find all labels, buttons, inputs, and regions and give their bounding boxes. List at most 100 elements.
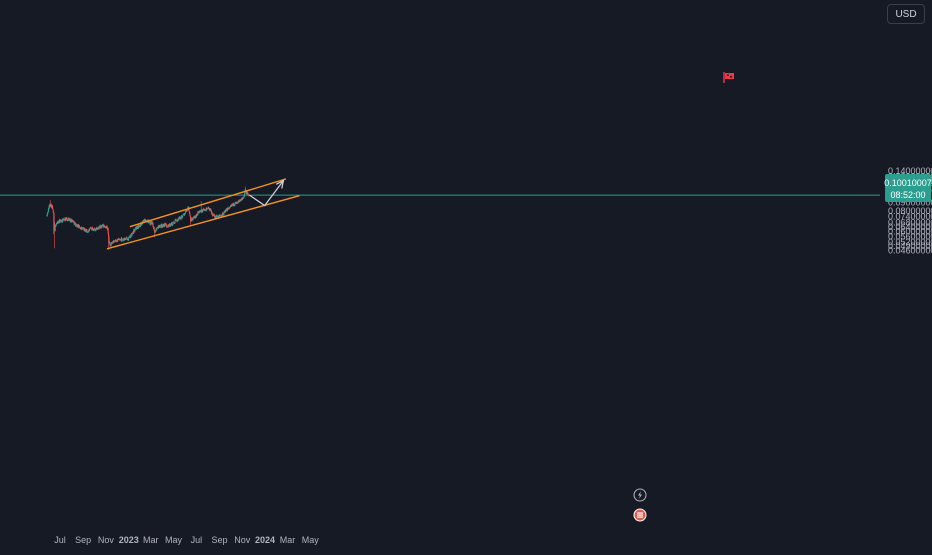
channel-upper-line[interactable]	[129, 178, 287, 228]
candle	[49, 200, 51, 207]
price-tick-label: 0.04600000	[888, 246, 932, 256]
time-tick-label: Sep	[75, 535, 91, 545]
candle	[84, 229, 86, 233]
candle	[57, 221, 60, 223]
candle	[202, 209, 204, 212]
candle	[197, 210, 199, 216]
candle	[82, 226, 85, 229]
candle	[164, 222, 166, 225]
candle	[188, 210, 190, 213]
time-tick-label: 2024	[255, 535, 275, 545]
candle	[48, 204, 50, 209]
projection-path[interactable]	[249, 180, 284, 207]
candle	[248, 195, 250, 196]
candle	[200, 201, 202, 212]
candle	[189, 211, 191, 214]
candle	[57, 220, 59, 225]
time-tick-label: May	[165, 535, 183, 545]
time-tick-label: Sep	[211, 535, 227, 545]
price-tick-label: 0.05600000	[888, 232, 932, 242]
candle	[237, 199, 240, 203]
candle	[227, 206, 229, 210]
time-tick-label: Nov	[98, 535, 115, 545]
time-tick-label: Mar	[143, 535, 159, 545]
price-tick-label: 0.14000000	[888, 166, 932, 176]
candle	[53, 212, 55, 224]
price-tick-label: 0.05200000	[888, 237, 932, 247]
price-tick-label: 0.08000000	[888, 206, 932, 216]
time-tick-label: Mar	[280, 535, 296, 545]
candle	[51, 204, 53, 209]
candle	[213, 214, 215, 216]
candle	[155, 231, 157, 233]
projection-arrowhead	[275, 179, 285, 189]
candle	[93, 227, 95, 232]
last-price-countdown: 08:52:00	[890, 190, 925, 200]
candle	[52, 208, 54, 210]
candle	[112, 240, 114, 244]
candle	[175, 219, 178, 222]
last-price-value: 0.10010007	[884, 178, 932, 188]
price-tick-label: 0.07400000	[888, 212, 932, 222]
flash-icon[interactable]	[633, 488, 647, 502]
last-price-label: 0.10010007 08:52:00	[884, 174, 932, 202]
price-tick-label: 0.06800000	[888, 218, 932, 228]
candle	[189, 213, 191, 217]
candle	[152, 222, 154, 228]
candle	[70, 218, 72, 223]
earnings-icon[interactable]	[633, 508, 647, 522]
candle	[202, 210, 204, 213]
candle	[100, 225, 103, 229]
candle	[234, 203, 236, 207]
candle	[110, 242, 112, 247]
candle	[225, 208, 227, 211]
time-tick-label: Jul	[191, 535, 203, 545]
candle	[213, 213, 215, 217]
price-tick-label: 0.09000000	[888, 198, 932, 208]
candle	[182, 215, 184, 217]
candle	[203, 208, 205, 210]
candle	[214, 215, 216, 219]
last-price-label-bg	[885, 174, 931, 202]
candle	[59, 220, 61, 223]
candle	[169, 223, 171, 226]
candle	[192, 217, 194, 222]
price-tick-label: 0.06000000	[888, 227, 932, 237]
candle	[208, 206, 210, 209]
channel-lower-line[interactable]	[106, 195, 300, 250]
flag-icon[interactable]	[723, 72, 734, 83]
candle	[180, 216, 182, 221]
candle	[47, 211, 49, 214]
candle	[52, 209, 54, 213]
candle	[190, 217, 193, 222]
candle	[79, 226, 81, 229]
candle	[160, 225, 162, 229]
candle	[94, 227, 96, 230]
time-tick-label: Nov	[234, 535, 251, 545]
candle	[204, 208, 206, 211]
candle	[202, 207, 204, 212]
candle	[122, 238, 125, 242]
candle	[234, 201, 236, 205]
candle	[190, 216, 192, 222]
candle	[71, 218, 73, 223]
candle	[62, 218, 64, 223]
candle	[47, 212, 49, 214]
time-tick-label: 2023	[119, 535, 139, 545]
currency-button[interactable]: USD	[887, 4, 925, 24]
candle	[210, 208, 212, 212]
price-tick-label: 0.06400000	[888, 222, 932, 232]
candles-group	[46, 186, 250, 250]
candle	[126, 237, 128, 241]
candle	[53, 222, 55, 249]
candle	[182, 214, 184, 216]
candle	[51, 204, 54, 210]
candle	[48, 208, 50, 210]
time-axis[interactable]: Jul Sep Nov 2023 Mar May Jul Sep Nov 2024 Mar May	[54, 535, 319, 545]
price-tick-label: 0.04900000	[888, 241, 932, 251]
candle	[95, 229, 97, 232]
candle	[107, 227, 109, 235]
candle	[192, 216, 194, 220]
